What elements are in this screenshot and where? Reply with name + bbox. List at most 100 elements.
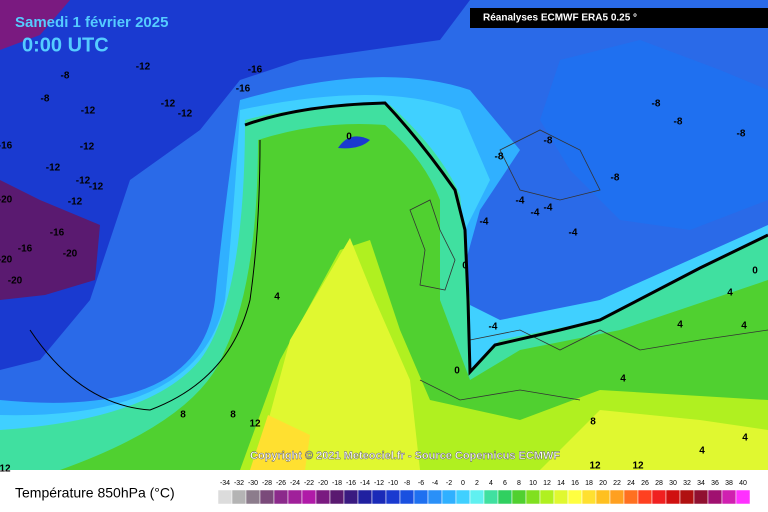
legend-swatch <box>679 489 695 505</box>
legend-tick-label: -4 <box>432 480 438 487</box>
legend-tick-label: -16 <box>346 480 356 487</box>
legend-title: Température 850hPa (°C) <box>15 485 175 501</box>
legend-tick-label: 6 <box>503 480 507 487</box>
contour-label: -20 <box>0 195 13 206</box>
coastline <box>419 379 581 401</box>
copyright: Copyright © 2021 Meteociel.fr - Source C… <box>250 450 560 462</box>
contour-label: -8 <box>41 94 50 105</box>
contour-label: 0 <box>454 366 460 377</box>
legend-tick-label: 14 <box>557 480 565 487</box>
contour-label: 12 <box>249 419 261 430</box>
legend-swatch <box>525 489 541 505</box>
legend-tick-label: -30 <box>248 480 258 487</box>
legend: Température 850hPa (°C) -34 -32 -30 -28 -26-… <box>15 480 751 505</box>
legend-tick-label: 12 <box>543 480 551 487</box>
legend-swatch <box>455 489 471 505</box>
contour-label: 12 <box>589 461 601 472</box>
coastline <box>499 129 601 201</box>
legend-tick-label: 36 <box>711 480 719 487</box>
contour-label: -20 <box>0 255 13 266</box>
contour-label: -8 <box>674 117 683 128</box>
legend-tick-label: 0 <box>461 480 465 487</box>
legend-tick-label: 40 <box>739 480 747 487</box>
contour-label: -8 <box>61 71 70 82</box>
legend-tick-label: -2 <box>446 480 452 487</box>
legend-swatch <box>735 489 751 505</box>
contour-label: -12 <box>81 106 96 117</box>
contour-label: 4 <box>742 433 748 444</box>
contour-label: 8 <box>230 410 236 421</box>
legend-tick-label: -10 <box>388 480 398 487</box>
contour-label: -4 <box>480 217 489 228</box>
legend-swatch <box>343 489 359 505</box>
legend-tick-label: 34 <box>697 480 705 487</box>
legend-tick-label: 10 <box>529 480 537 487</box>
source-box <box>470 8 768 28</box>
contour-label: -16 <box>50 228 65 239</box>
legend-swatch <box>413 489 429 505</box>
contour-labels: -8-12-16-16-8-12-12-12-16-12-12-12-12-12… <box>0 62 758 475</box>
legend-tick-label: 28 <box>655 480 663 487</box>
contour-label: 0 <box>462 261 468 272</box>
legend-swatch <box>651 489 667 505</box>
legend-tick-label: -18 <box>332 480 342 487</box>
contour-label: -12 <box>161 99 176 110</box>
legend-swatch <box>427 489 443 505</box>
legend-swatch <box>329 489 345 505</box>
legend-swatch <box>259 489 275 505</box>
warmer-zone <box>255 238 420 470</box>
cold-pocket <box>338 136 370 149</box>
contour-label: -12 <box>46 163 61 174</box>
legend-swatch <box>609 489 625 505</box>
contour-label: 8 <box>180 410 186 421</box>
legend-swatch <box>623 489 639 505</box>
legend-tick-label: 20 <box>599 480 607 487</box>
contour-label: -4 <box>516 196 525 207</box>
legend-swatch <box>399 489 415 505</box>
contour-label: -4 <box>489 322 498 333</box>
legend-tick-label: 4 <box>489 480 493 487</box>
contour-label: -8 <box>544 136 553 147</box>
legend-swatch <box>637 489 653 505</box>
legend-swatch <box>581 489 597 505</box>
legend-swatch <box>553 489 569 505</box>
legend-tick-label: 30 <box>669 480 677 487</box>
contour-label: 4 <box>741 321 747 332</box>
legend-tick-label: -32 <box>234 480 244 487</box>
map-title: Samedi 1 février 2025 <box>15 14 168 31</box>
contour-label: 12 <box>632 461 644 472</box>
legend-tick-label: 16 <box>571 480 579 487</box>
contour-label: -16 <box>18 244 33 255</box>
contour <box>29 139 261 411</box>
legend-tick-label: 32 <box>683 480 691 487</box>
contour-label: -8 <box>495 152 504 163</box>
legend-tick-label: -28 <box>262 480 272 487</box>
legend-swatch <box>665 489 681 505</box>
zero-contour <box>244 101 768 376</box>
legend-tick-label: -34 <box>220 480 230 487</box>
contour-label: -4 <box>569 228 578 239</box>
legend-swatch <box>385 489 401 505</box>
legend-swatch <box>693 489 709 505</box>
legend-swatch <box>231 489 247 505</box>
warmest-zone <box>250 415 310 470</box>
legend-tick-label: -26 <box>276 480 286 487</box>
contour-label: -8 <box>652 99 661 110</box>
legend-tick-label: 26 <box>641 480 649 487</box>
legend-tick-label: 2 <box>475 480 479 487</box>
contour-label: -20 <box>8 276 23 287</box>
map: -8-12-16-16-8-12-12-12-16-12-12-12-12-12… <box>0 0 768 475</box>
contour-label: -16 <box>248 65 263 76</box>
legend-tick-label: 8 <box>517 480 521 487</box>
legend-tick-label: 24 <box>627 480 635 487</box>
contour-label: 4 <box>274 292 280 303</box>
map-time: 0:00 UTC <box>22 34 109 56</box>
contour-label: -4 <box>531 208 540 219</box>
legend-swatch <box>721 489 737 505</box>
contour-label: -12 <box>89 182 104 193</box>
legend-swatch <box>371 489 387 505</box>
contour-label: -16 <box>236 84 251 95</box>
very-cold-zone <box>0 0 70 50</box>
contour-label: 4 <box>677 320 683 331</box>
legend-tick-label: -14 <box>360 480 370 487</box>
